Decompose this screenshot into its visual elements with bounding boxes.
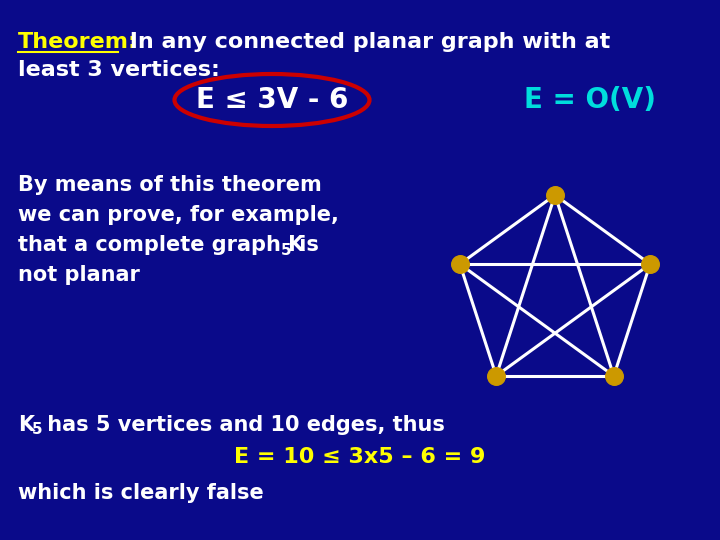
Text: K: K xyxy=(18,415,34,435)
Point xyxy=(644,260,656,268)
Text: 5: 5 xyxy=(32,422,42,437)
Text: not planar: not planar xyxy=(18,265,140,285)
Point xyxy=(454,260,466,268)
Text: which is clearly false: which is clearly false xyxy=(18,483,264,503)
Text: is: is xyxy=(292,235,319,255)
Text: In any connected planar graph with at: In any connected planar graph with at xyxy=(122,32,611,52)
Text: 5: 5 xyxy=(281,243,292,258)
Text: that a complete graph K: that a complete graph K xyxy=(18,235,305,255)
Text: By means of this theorem: By means of this theorem xyxy=(18,175,322,195)
Text: we can prove, for example,: we can prove, for example, xyxy=(18,205,339,225)
Text: E = 10 ≤ 3x5 – 6 = 9: E = 10 ≤ 3x5 – 6 = 9 xyxy=(234,447,486,467)
Text: least 3 vertices:: least 3 vertices: xyxy=(18,60,220,80)
Point xyxy=(549,191,561,199)
Text: Theorem:: Theorem: xyxy=(18,32,138,52)
Text: E ≤ 3V - 6: E ≤ 3V - 6 xyxy=(196,86,348,114)
Point xyxy=(608,372,619,380)
Point xyxy=(490,372,502,380)
Text: E = O(V): E = O(V) xyxy=(524,86,656,114)
Text: has 5 vertices and 10 edges, thus: has 5 vertices and 10 edges, thus xyxy=(40,415,445,435)
